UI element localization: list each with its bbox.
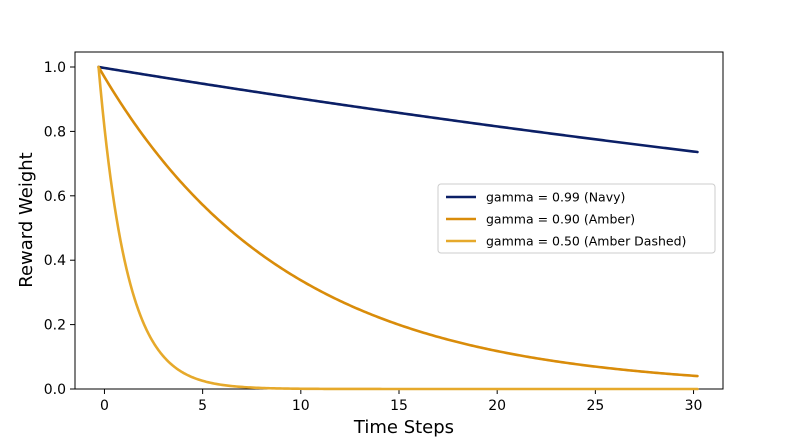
y-tick-label: 1.0 xyxy=(44,60,66,76)
x-tick-label: 5 xyxy=(198,398,207,414)
legend-label-3: gamma = 0.50 (Amber Dashed) xyxy=(486,234,686,249)
y-tick-label: 0.8 xyxy=(44,124,66,140)
x-axis-label: Time Steps xyxy=(353,417,454,438)
legend: gamma = 0.99 (Navy) gamma = 0.90 (Amber) g… xyxy=(437,183,716,254)
y-axis-ticks: 0.0 0.2 0.4 0.6 0.8 1.0 xyxy=(44,60,75,398)
series-line-1 xyxy=(97,65,699,154)
x-tick-label: 20 xyxy=(488,398,506,414)
series-line-2 xyxy=(97,65,699,378)
series-lines xyxy=(97,65,699,391)
y-axis-label: Reward Weight xyxy=(16,152,37,287)
y-tick-label: 0.6 xyxy=(44,189,66,205)
legend-box xyxy=(437,183,716,254)
x-tick-label: 25 xyxy=(586,398,604,414)
x-tick-label: 30 xyxy=(685,398,703,414)
legend-label-1: gamma = 0.99 (Navy) xyxy=(486,190,625,205)
x-tick-label: 0 xyxy=(100,398,109,414)
x-axis-ticks: 0 5 10 15 20 25 30 xyxy=(100,389,702,414)
legend-label-2: gamma = 0.90 (Amber) xyxy=(486,212,635,227)
y-tick-label: 0.2 xyxy=(44,318,66,334)
y-tick-label: 0.0 xyxy=(44,382,66,398)
x-tick-label: 15 xyxy=(390,398,408,414)
series-line-3 xyxy=(97,65,699,391)
legend-items: gamma = 0.99 (Navy) gamma = 0.90 (Amber) g… xyxy=(446,190,686,249)
y-tick-label: 0.4 xyxy=(44,253,66,269)
x-tick-label: 10 xyxy=(292,398,310,414)
